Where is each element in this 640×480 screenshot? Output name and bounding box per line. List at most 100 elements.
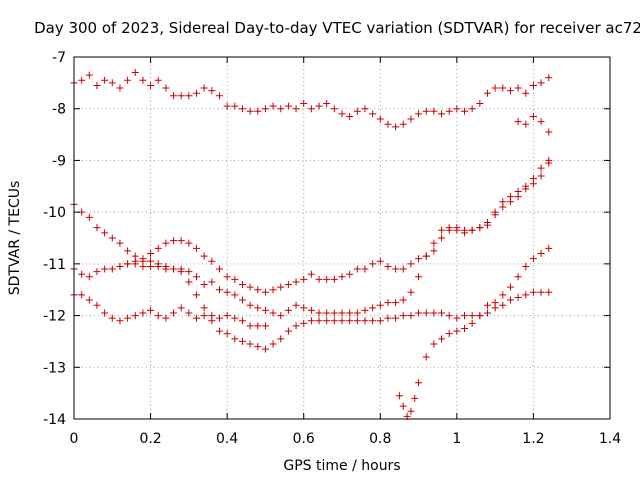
x-tick-label: 0.6 [293,431,315,447]
data-point [116,262,124,270]
data-point [254,286,262,294]
data-point [101,76,109,84]
data-point [170,265,178,273]
data-point [522,262,530,270]
data-point [300,304,308,312]
data-point [139,262,147,270]
data-point [284,281,292,289]
data-point [430,247,438,255]
data-point [162,84,170,92]
data-point [154,244,162,252]
data-point [545,128,553,136]
data-point [438,234,446,242]
data-point [353,107,361,115]
data-point [529,81,537,89]
data-point [246,340,254,348]
data-point [453,314,461,322]
data-point [238,281,246,289]
data-point [193,273,201,281]
data-point [170,92,178,100]
data-point [124,76,132,84]
data-point [353,265,361,273]
data-point [315,102,323,110]
data-point [399,120,407,128]
data-point [330,105,338,113]
data-point [200,312,208,320]
data-point [238,105,246,113]
data-point [261,322,269,330]
data-point [85,213,93,221]
data-point [430,309,438,317]
data-point [231,335,239,343]
data-point [461,226,469,234]
data-point [468,319,476,327]
data-point [445,107,453,115]
data-point [330,275,338,283]
data-point [384,299,392,307]
data-point [499,84,507,92]
data-point [200,84,208,92]
y-tick-label: -9 [52,153,66,169]
data-point [430,340,438,348]
data-point [353,309,361,317]
data-point [269,309,277,317]
data-point [185,268,193,276]
data-point [177,92,185,100]
data-point [116,239,124,247]
data-point [131,260,139,268]
data-point [185,278,193,286]
data-point [93,81,101,89]
y-tick-label: -7 [52,50,66,66]
data-point [292,278,300,286]
data-point [154,312,162,320]
data-point [108,265,116,273]
data-point [499,301,507,309]
data-point [361,105,369,113]
data-point [85,273,93,281]
data-point [445,330,453,338]
data-point [453,105,461,113]
data-point [78,76,86,84]
data-point [200,252,208,260]
data-point [361,265,369,273]
data-point [506,87,514,95]
data-point [422,107,430,115]
data-point [284,327,292,335]
data-point [162,239,170,247]
data-point [411,394,419,402]
data-point [522,120,530,128]
tick-layer: 0 0.2 0.4 0.6 0.8 1 1.2 1.4 -14 -13 -12 -11 -10 -9 -8 -… [43,50,621,447]
data-point [545,288,553,296]
data-point [162,265,170,273]
data-point [246,107,254,115]
data-point [537,288,545,296]
data-point [384,314,392,322]
data-point [514,118,522,126]
data-point [407,312,415,320]
x-tick-label: 1.2 [522,431,544,447]
data-point [284,306,292,314]
data-point [261,105,269,113]
data-point [514,293,522,301]
data-point [193,291,201,299]
data-point [392,265,400,273]
data-point [361,317,369,325]
data-point [499,291,507,299]
data-point [369,304,377,312]
data-point [346,270,354,278]
data-point [491,84,499,92]
data-point [445,312,453,320]
data-point [108,79,116,87]
data-point [215,314,223,322]
data-point [254,304,262,312]
data-point [529,180,537,188]
data-point [529,255,537,263]
data-point [483,301,491,309]
data-point [537,118,545,126]
data-point [392,123,400,131]
data-point [392,299,400,307]
data-point [124,260,132,268]
data-point [338,110,346,118]
data-point [231,102,239,110]
data-point [246,283,254,291]
